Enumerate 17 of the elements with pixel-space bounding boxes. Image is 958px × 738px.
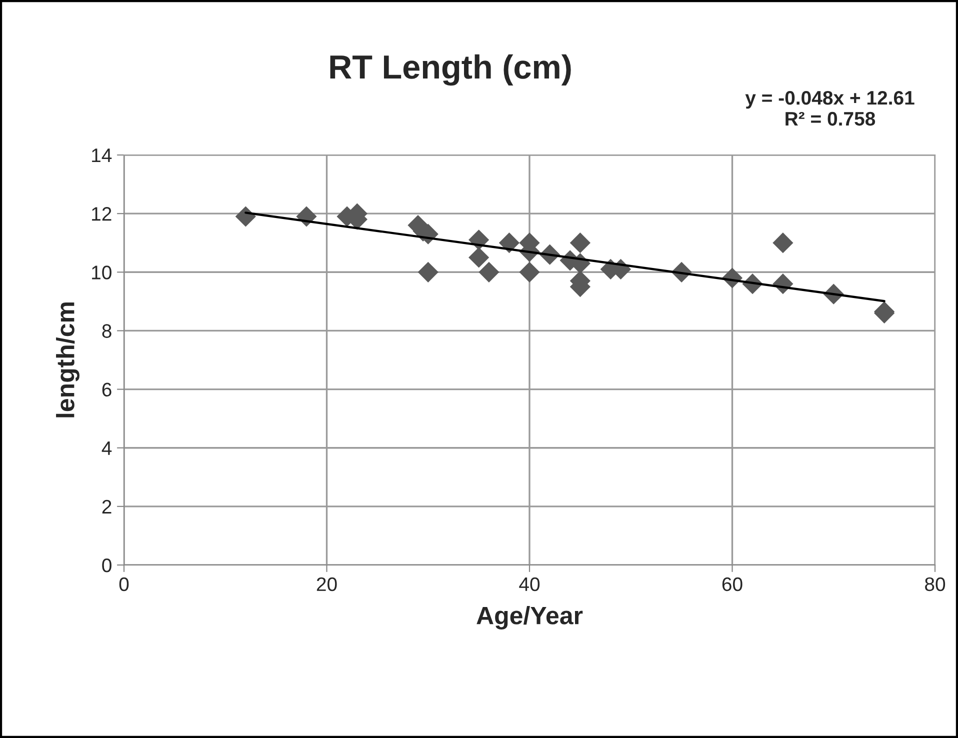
x-tick-label: 80 bbox=[925, 577, 946, 592]
y-tick-label: 0 bbox=[102, 558, 112, 572]
x-axis-title: Age/Year bbox=[476, 606, 583, 630]
x-tick-label: 40 bbox=[519, 577, 540, 592]
y-tick-label: 10 bbox=[92, 266, 112, 280]
y-tick-label: 12 bbox=[92, 207, 112, 221]
y-axis-title: length/cm bbox=[56, 302, 80, 418]
x-tick-label: 60 bbox=[722, 577, 742, 592]
text: y = -0.048x + 12.61 R² = 0.758 bbox=[745, 90, 914, 126]
chart-title: RT Length (cm) bbox=[330, 54, 571, 86]
y-tick-label: 4 bbox=[102, 442, 112, 455]
y-tick-label: 2 bbox=[102, 500, 112, 514]
y-tick-label: 8 bbox=[102, 324, 112, 338]
x-tick-label: 20 bbox=[316, 577, 337, 592]
y-tick-label: 6 bbox=[102, 382, 112, 397]
y-tick-label: 14 bbox=[92, 148, 112, 162]
x-tick-label: 0 bbox=[119, 577, 129, 592]
